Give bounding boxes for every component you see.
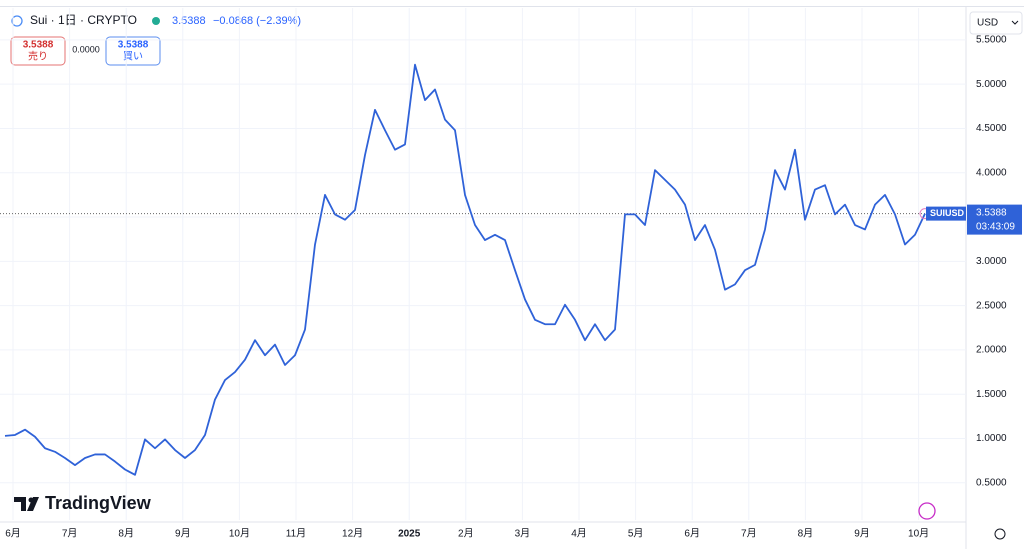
x-tick-label: 6月 <box>684 528 700 540</box>
x-tick-label: 4月 <box>571 528 587 540</box>
spread: 0.0000 <box>72 44 100 54</box>
market-status <box>152 17 160 25</box>
x-tick-label: 2月 <box>458 528 474 540</box>
top-border <box>0 6 1024 7</box>
sell-button[interactable] <box>10 36 66 66</box>
symbol-tag <box>926 206 966 221</box>
y-tick-label: 4.0000 <box>976 167 1007 178</box>
countdown: 03:43:09 <box>976 221 1015 232</box>
x-tick-label: 10月 <box>908 528 929 540</box>
logo-text: TradingView <box>45 493 152 513</box>
x-tick-label: 8月 <box>798 528 814 540</box>
buy-price: 3.5388 <box>118 40 149 51</box>
logo-dot <box>28 497 34 503</box>
sui-icon <box>11 15 23 27</box>
x-tick-label: 10月 <box>229 528 250 540</box>
y-tick-label: 4.5000 <box>976 123 1007 134</box>
sell-price: 3.5388 <box>23 40 54 51</box>
alert-icon[interactable] <box>918 502 936 520</box>
y-tick-label: 1.0000 <box>976 433 1007 444</box>
y-tick-label: 5.5000 <box>976 35 1007 46</box>
chevron <box>1011 20 1019 25</box>
x-tick-label: 3月 <box>515 528 531 540</box>
y-tick-label: 1.5000 <box>976 389 1007 400</box>
currency: USD <box>977 18 998 29</box>
symbol-tag-label: SUIUSD <box>930 208 965 218</box>
x-tick-label: 5月 <box>628 528 644 540</box>
currency-select[interactable] <box>969 11 1023 35</box>
y-tick-label: 0.5000 <box>976 477 1007 488</box>
x-tick-label: 6月 <box>5 528 21 540</box>
x-tick-label: 7月 <box>62 528 78 540</box>
price: 3.5388 <box>172 15 206 27</box>
symbol[interactable]: Sui · 1日 · CRYPTO <box>30 13 137 27</box>
x-tick-label: 9月 <box>854 528 870 540</box>
x-tick-label: 8月 <box>118 528 134 540</box>
price-tag <box>967 204 1022 235</box>
price-tag-label: 3.5388 <box>976 207 1007 218</box>
x-tick-label: 7月 <box>741 528 757 540</box>
buy-label: 買い <box>123 51 143 63</box>
y-tick-label: 2.0000 <box>976 345 1007 356</box>
x-tick-label: 12月 <box>342 528 363 540</box>
logo: TradingView <box>14 493 152 513</box>
x-tick-label: 11月 <box>286 528 306 540</box>
y-tick-label: 5.0000 <box>976 79 1007 90</box>
buy-button[interactable] <box>105 36 161 66</box>
x-tick-label: 9月 <box>175 528 191 540</box>
y-tick-label: 3.0000 <box>976 256 1007 267</box>
settings-icon[interactable] <box>994 528 1006 540</box>
price-line <box>4 63 926 476</box>
y-tick-label: 2.5000 <box>976 300 1007 311</box>
change: −0.0868 (−2.39%) <box>213 15 301 27</box>
x-tick-label: 2025 <box>398 529 421 540</box>
sell-label: 売り <box>28 50 48 63</box>
